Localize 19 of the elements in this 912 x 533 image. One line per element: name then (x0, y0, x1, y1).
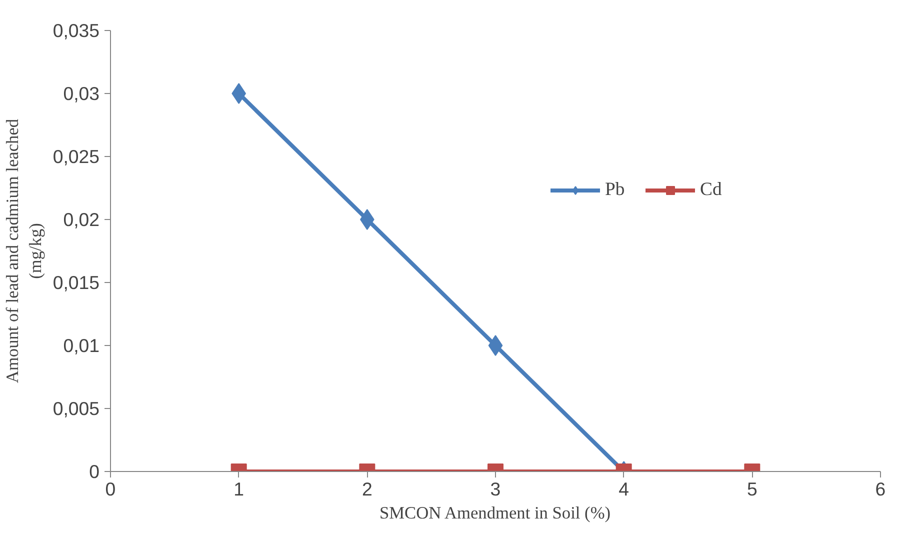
x-tick-label: 4 (618, 478, 630, 500)
x-tick-label: 0 (105, 478, 116, 500)
legend-label: Cd (700, 179, 722, 201)
y-tick-label: 0,01 (63, 335, 100, 356)
x-axis-title: SMCON Amendment in Soil (%) (380, 504, 611, 522)
y-tick-label: 0,02 (63, 209, 100, 230)
y-tick-label: 0 (89, 461, 100, 482)
y-tick-label: 0,005 (52, 398, 100, 419)
x-tick-label: 1 (234, 478, 244, 500)
y-tick-label: 0,025 (52, 146, 100, 167)
y-tick-label: 0,035 (52, 20, 100, 41)
x-tick-label: 5 (746, 478, 758, 500)
x-tick-label: 3 (490, 478, 501, 500)
y-tick-label: 0,015 (52, 272, 100, 293)
y-axis-title: Amount of lead and cadmium leached (mg/kg) (3, 118, 45, 384)
legend-label: Pb (605, 179, 625, 201)
x-tick-label: 6 (875, 478, 886, 500)
y-tick-label: 0,03 (63, 83, 100, 104)
x-tick-label: 2 (362, 478, 372, 500)
